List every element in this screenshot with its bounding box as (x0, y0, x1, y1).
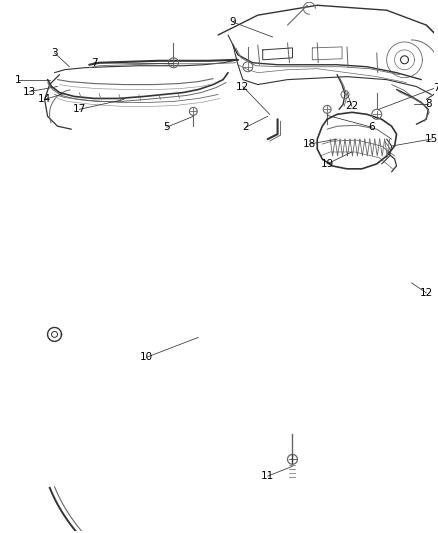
Text: 8: 8 (425, 99, 431, 109)
Text: 7: 7 (433, 83, 438, 93)
Text: 2: 2 (243, 122, 249, 132)
Text: 14: 14 (38, 94, 51, 104)
Text: 18: 18 (303, 139, 316, 149)
Text: 10: 10 (140, 352, 153, 362)
Text: 12: 12 (420, 288, 433, 298)
Text: 3: 3 (51, 48, 58, 58)
Text: 12: 12 (236, 82, 250, 92)
Text: 19: 19 (321, 159, 334, 169)
Text: 7: 7 (91, 58, 98, 68)
Text: 22: 22 (345, 101, 359, 111)
Text: 5: 5 (163, 122, 170, 132)
Text: 9: 9 (230, 17, 236, 27)
Text: 13: 13 (23, 86, 36, 96)
Text: 15: 15 (425, 134, 438, 144)
Text: 11: 11 (261, 471, 274, 481)
Text: 1: 1 (14, 75, 21, 85)
Text: 17: 17 (73, 104, 86, 115)
Text: 6: 6 (368, 122, 375, 132)
